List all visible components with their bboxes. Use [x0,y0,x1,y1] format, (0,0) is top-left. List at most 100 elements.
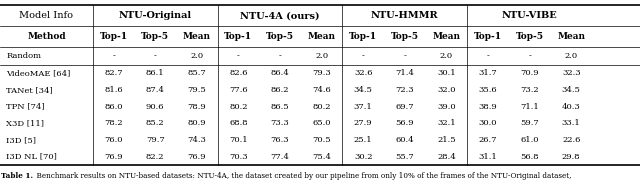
Text: 86.4: 86.4 [271,70,289,77]
Text: TPN [74]: TPN [74] [6,103,45,111]
Text: TANet [34]: TANet [34] [6,86,53,94]
Text: 22.6: 22.6 [562,136,580,144]
Text: 76.3: 76.3 [271,136,289,144]
Text: 27.9: 27.9 [354,119,372,127]
Text: X3D [11]: X3D [11] [6,119,44,127]
Text: 82.2: 82.2 [146,153,164,161]
Text: 72.3: 72.3 [396,86,414,94]
Text: 32.3: 32.3 [562,70,580,77]
Text: Benchmark results on NTU-based datasets: NTU-4A, the dataset created by our pipe: Benchmark results on NTU-based datasets:… [32,172,572,180]
Text: 70.1: 70.1 [229,136,248,144]
Text: -: - [528,52,531,60]
Text: 32.6: 32.6 [354,70,372,77]
Text: 81.6: 81.6 [104,86,123,94]
Text: 76.9: 76.9 [104,153,123,161]
Text: 78.9: 78.9 [188,103,206,111]
Text: 86.0: 86.0 [104,103,123,111]
Text: -: - [112,52,115,60]
Text: -: - [403,52,406,60]
Text: 85.2: 85.2 [146,119,164,127]
Text: 77.6: 77.6 [229,86,248,94]
Text: 70.3: 70.3 [229,153,248,161]
Text: 31.1: 31.1 [479,153,497,161]
Text: Mean: Mean [308,32,335,41]
Text: -: - [278,52,282,60]
Text: 74.3: 74.3 [188,136,206,144]
Text: Top-1: Top-1 [225,32,252,41]
Text: 85.7: 85.7 [188,70,206,77]
Text: 68.8: 68.8 [229,119,248,127]
Text: 38.9: 38.9 [479,103,497,111]
Text: 28.4: 28.4 [437,153,456,161]
Text: 71.1: 71.1 [520,103,539,111]
Text: 2.0: 2.0 [190,52,204,60]
Text: Table 1.: Table 1. [1,172,33,180]
Text: 77.4: 77.4 [271,153,289,161]
Text: 78.2: 78.2 [104,119,123,127]
Text: 39.0: 39.0 [437,103,456,111]
Text: Top-5: Top-5 [266,32,294,41]
Text: 70.9: 70.9 [520,70,539,77]
Text: I3D [5]: I3D [5] [6,136,36,144]
Text: 35.6: 35.6 [479,86,497,94]
Text: 79.5: 79.5 [188,86,206,94]
Text: 32.0: 32.0 [437,86,456,94]
Text: 33.1: 33.1 [562,119,580,127]
Text: 76.0: 76.0 [104,136,123,144]
Text: 59.7: 59.7 [520,119,539,127]
Text: Top-1: Top-1 [100,32,127,41]
Text: 40.3: 40.3 [562,103,580,111]
Text: 26.7: 26.7 [479,136,497,144]
Text: Mean: Mean [433,32,460,41]
Text: NTU-4A (ours): NTU-4A (ours) [240,11,320,20]
Text: Top-5: Top-5 [391,32,419,41]
Text: 37.1: 37.1 [354,103,372,111]
Text: 86.2: 86.2 [271,86,289,94]
Text: 30.2: 30.2 [354,153,372,161]
Text: 70.5: 70.5 [312,136,331,144]
Text: 73.3: 73.3 [271,119,289,127]
Text: NTU-Original: NTU-Original [118,11,192,20]
Text: 79.7: 79.7 [146,136,164,144]
Text: 82.7: 82.7 [104,70,123,77]
Text: 90.6: 90.6 [146,103,164,111]
Text: -: - [154,52,157,60]
Text: 30.0: 30.0 [479,119,497,127]
Text: Model Info: Model Info [19,11,74,20]
Text: 80.2: 80.2 [229,103,248,111]
Text: 75.4: 75.4 [312,153,331,161]
Text: 30.1: 30.1 [437,70,456,77]
Text: 80.9: 80.9 [188,119,206,127]
Text: 82.6: 82.6 [229,70,248,77]
Text: 2.0: 2.0 [315,52,328,60]
Text: Top-1: Top-1 [474,32,502,41]
Text: NTU-VIBE: NTU-VIBE [502,11,557,20]
Text: Random: Random [6,52,41,60]
Text: 86.5: 86.5 [271,103,289,111]
Text: 69.7: 69.7 [396,103,414,111]
Text: 55.7: 55.7 [396,153,414,161]
Text: I3D NL [70]: I3D NL [70] [6,153,57,161]
Text: 73.2: 73.2 [520,86,539,94]
Text: Mean: Mean [557,32,585,41]
Text: Top-5: Top-5 [516,32,543,41]
Text: 76.9: 76.9 [188,153,206,161]
Text: 2.0: 2.0 [440,52,453,60]
Text: Mean: Mean [183,32,211,41]
Text: 21.5: 21.5 [437,136,456,144]
Text: 79.3: 79.3 [312,70,331,77]
Text: Top-5: Top-5 [141,32,169,41]
Text: NTU-HMMR: NTU-HMMR [371,11,438,20]
Text: 60.4: 60.4 [396,136,414,144]
Text: 56.9: 56.9 [396,119,414,127]
Text: -: - [237,52,240,60]
Text: 34.5: 34.5 [562,86,580,94]
Text: 86.1: 86.1 [146,70,164,77]
Text: -: - [486,52,490,60]
Text: 34.5: 34.5 [354,86,372,94]
Text: 31.7: 31.7 [479,70,497,77]
Text: 2.0: 2.0 [564,52,578,60]
Text: 71.4: 71.4 [396,70,414,77]
Text: Method: Method [27,32,66,41]
Text: 65.0: 65.0 [312,119,331,127]
